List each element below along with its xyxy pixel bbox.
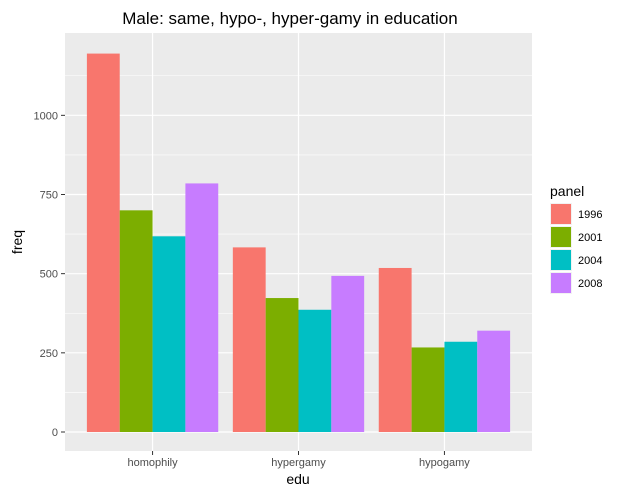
bar-hypogamy-1996	[378, 267, 412, 432]
legend: panel 1996 2001 2004 2008	[550, 183, 602, 294]
legend-title: panel	[550, 183, 584, 199]
bar-homophily-2008	[185, 183, 219, 432]
bar-hypogamy-2004	[444, 341, 478, 432]
legend-swatch-1996	[551, 204, 571, 224]
x-tick-label: hypergamy	[271, 457, 326, 469]
bar-hypergamy-2004	[298, 309, 332, 432]
y-axis-label: freq	[9, 230, 25, 254]
y-axis: 0 250 500 750 1000	[34, 110, 65, 439]
x-axis-label: edu	[286, 471, 309, 487]
legend-label: 2008	[578, 278, 602, 290]
legend-swatch-2008	[551, 273, 571, 293]
bar-hypogamy-2001	[411, 347, 445, 432]
x-tick-label: hypogamy	[419, 457, 470, 469]
x-axis: homophily hypergamy hypogamy	[127, 451, 470, 469]
bar-hypergamy-2001	[265, 298, 299, 432]
bars	[86, 53, 511, 432]
y-tick-label: 750	[40, 190, 58, 202]
bar-hypergamy-2008	[331, 275, 365, 432]
legend-label: 2001	[578, 232, 602, 244]
y-tick-label: 0	[52, 427, 58, 439]
bar-homophily-2001	[119, 210, 153, 432]
y-tick-label: 1000	[34, 110, 58, 122]
x-tick-label: homophily	[127, 457, 178, 469]
bar-hypergamy-1996	[232, 247, 266, 432]
bar-hypogamy-2008	[477, 330, 511, 432]
legend-label: 2004	[578, 255, 602, 267]
bar-homophily-2004	[152, 236, 186, 432]
bar-homophily-1996	[86, 53, 120, 432]
legend-label: 1996	[578, 209, 602, 221]
y-tick-label: 500	[40, 269, 58, 281]
legend-swatch-2001	[551, 227, 571, 247]
chart-title: Male: same, hypo-, hyper-gamy in educati…	[122, 9, 457, 28]
legend-swatch-2004	[551, 250, 571, 270]
y-tick-label: 250	[40, 348, 58, 360]
